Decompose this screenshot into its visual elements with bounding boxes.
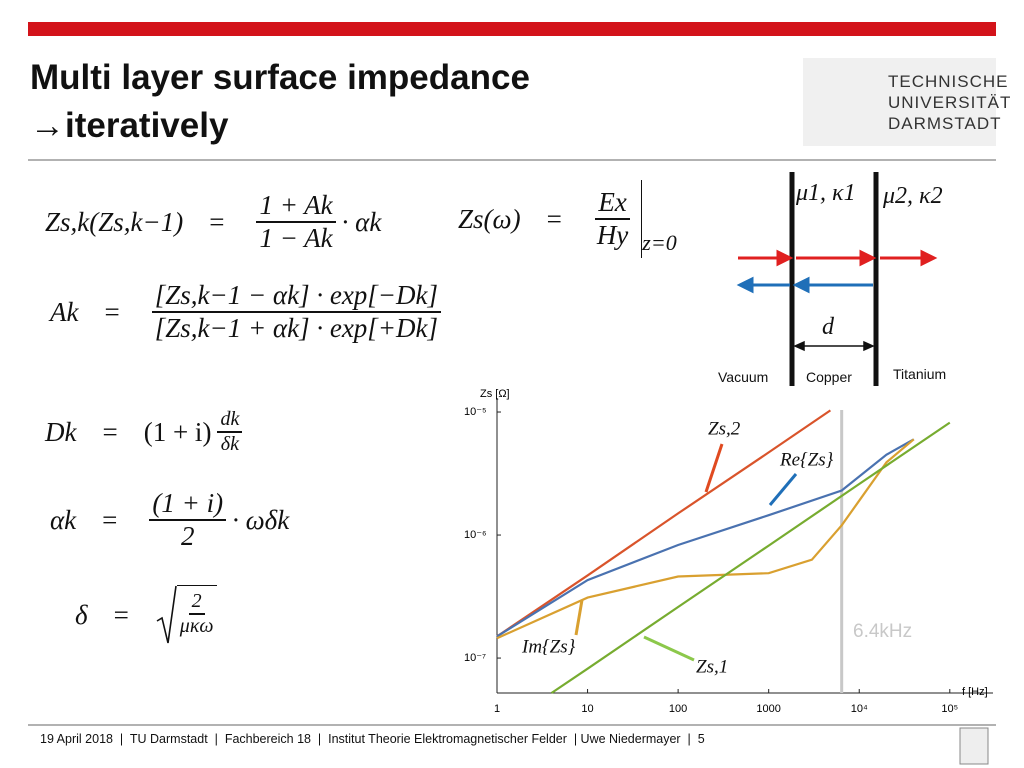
denominator: [Zs,k−1 + αk] · exp[+Dk] [154,313,439,343]
sqrt: 2 μκω [155,585,217,645]
fraction: [Zs,k−1 − αk] · exp[−Dk] [Zs,k−1 + αk] · … [151,280,442,344]
numerator: dk [217,408,243,433]
eq-lhs: Dk [45,416,77,447]
series-line [496,409,832,638]
thickness-label: d [822,314,834,340]
layer-label: μ2, κ2 [883,183,943,209]
numerator: 1 + Ak [256,190,336,223]
eq-lhs: Ak [50,296,79,327]
series-annotation: Zs,1 [696,656,728,677]
title-line: Multi layer surface impedance [30,58,530,97]
eq-suffix: · ωδk [232,504,290,535]
series-annotation: Im{Zs} [521,636,576,657]
region-label: Vacuum [718,369,769,385]
eq-relation: = [209,206,225,237]
fraction: 2 μκω [176,585,217,645]
region-label: Copper [806,369,852,385]
annotation-arrow [574,599,584,636]
eq-relation: = [104,296,120,327]
series-annotation: Zs,2 [708,418,741,439]
denominator: 1 − Ak [259,223,333,253]
denominator: δk [220,433,239,455]
y-tick-label: 10⁻⁵ [464,406,487,418]
eq-relation: = [113,599,129,630]
series-line [496,438,915,638]
annotation-arrow [704,443,724,493]
x-tick-label: 10 [581,703,593,715]
footer: 19 April 2018 | TU Darmstadt | Fachberei… [40,732,705,746]
eq-lhs: Zs(ω) [458,203,521,234]
eq-relation: = [546,203,562,234]
eq-relation: = [102,416,118,447]
radical [156,585,177,644]
numerator: Ex [595,187,630,220]
equation: αk = (1 + i) 2 · ωδk [50,488,289,552]
denominator: Hy [596,220,629,250]
eval-point: z=0 [642,230,677,255]
fraction: 1 + Ak 1 − Ak [256,190,336,254]
y-tick-label: 10⁻⁷ [464,652,486,664]
denominator: μκω [179,615,214,637]
series-annotation: Re{Zs} [779,449,834,470]
equation: Zs(ω) = Ex Hy z=0 [458,180,677,258]
y-axis-label: Zs [Ω] [480,388,510,400]
denominator: 2 [181,521,195,551]
y-tick-label: 10⁻⁶ [464,529,487,541]
region-label: Titanium [893,366,947,382]
title-line: →iteratively [30,106,229,145]
logo-text: DARMSTADT [888,114,1002,133]
x-tick-label: 10⁵ [941,703,958,715]
annotation-arrow [643,635,695,662]
logo-text: UNIVERSITÄT [888,93,1012,112]
eq-prefix: (1 + i) [143,416,212,447]
series-line [496,438,915,640]
logo-text: TECHNISCHE [888,72,1009,91]
eq-suffix: · αk [341,206,382,237]
x-tick-label: 1 [494,703,500,715]
fraction: (1 + i) 2 [149,488,227,552]
eq-relation: = [102,504,118,535]
eq-lhs: Zs,k(Zs,k−1) [45,206,184,237]
fraction: dk δk [217,408,243,456]
x-axis-label: f [Hz] [962,686,988,698]
equation: Zs,k(Zs,k−1) = 1 + Ak 1 − Ak · αk [45,190,381,254]
numerator: 2 [188,590,205,615]
header-bar [28,22,996,36]
eq-lhs: αk [50,504,77,535]
equation: δ = 2 μκω [75,585,217,645]
x-tick-label: 10⁴ [851,703,868,715]
numerator: [Zs,k−1 − αk] · exp[−Dk] [151,280,442,313]
annotation-arrow [768,473,798,506]
marker-label: 6.4kHz [853,621,912,642]
series-line [550,421,951,694]
footer-logo [959,727,989,765]
equation: Dk = (1 + i) dk δk [45,408,248,456]
layer-diagram [736,172,938,386]
logo: TECHNISCHE UNIVERSITÄT DARMSTADT [803,58,1010,146]
eval-bar [641,180,643,258]
eq-lhs: δ [75,599,88,630]
numerator: (1 + i) [149,488,227,521]
equation: Ak = [Zs,k−1 − αk] · exp[−Dk] [Zs,k−1 + αk]… [50,280,447,344]
x-tick-label: 1000 [756,703,780,715]
layer-label: μ1, κ1 [796,180,856,206]
fraction: Ex Hy [594,187,631,251]
x-tick-label: 100 [669,703,687,715]
